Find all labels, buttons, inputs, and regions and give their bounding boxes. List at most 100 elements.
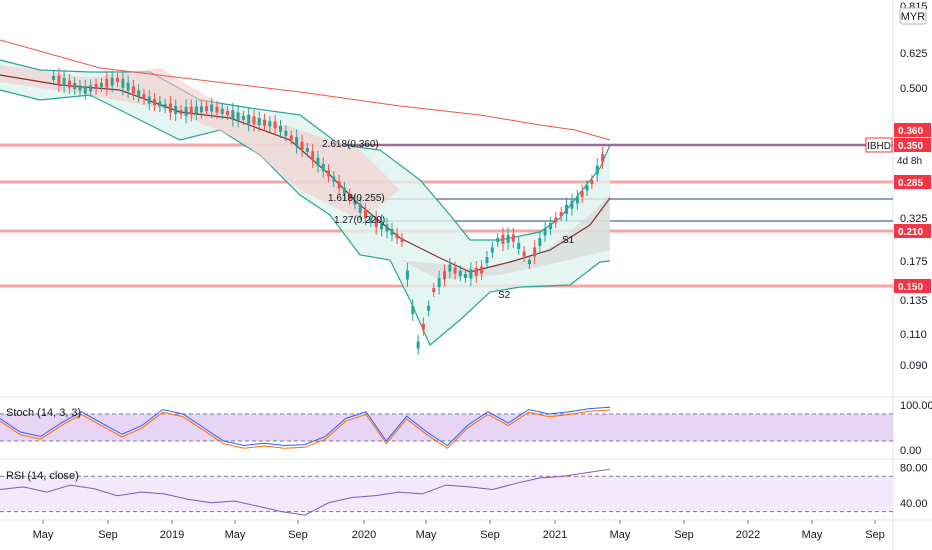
candle-body [332, 176, 336, 182]
candle-body [131, 86, 135, 94]
pivot-label-s2: S2 [498, 290, 511, 301]
candle-body [437, 278, 441, 288]
candle-body [78, 85, 82, 91]
level-badge-label: 0.150 [898, 282, 923, 293]
candle-body [364, 210, 368, 219]
pivot-label-s1: S1 [562, 235, 575, 246]
cloud-bearish [0, 65, 400, 220]
moving-average-200 [0, 39, 611, 141]
candle-body [226, 111, 230, 115]
level-badge-label: 0.360 [898, 126, 923, 137]
candle-body [517, 243, 521, 249]
stoch-k-line [0, 406, 611, 447]
candle-body [99, 83, 103, 87]
candle-body [595, 165, 599, 175]
candle-body [300, 141, 304, 150]
candle-body [194, 106, 198, 114]
stoch-band [0, 414, 893, 441]
time-tick-label: Sep [674, 529, 694, 541]
candle-body [257, 118, 261, 125]
candle-body [522, 251, 526, 257]
candle-body [137, 90, 141, 97]
candle-body [284, 130, 288, 136]
symbol-badge [865, 137, 893, 153]
candle-body [295, 137, 299, 147]
fib-label: 1.27(0.220) [334, 215, 385, 226]
candle-body [342, 187, 346, 194]
candle-body [390, 229, 394, 235]
time-tick-label: 2022 [736, 529, 760, 541]
candle-body [252, 116, 256, 125]
candle-body [57, 75, 61, 85]
candle-body [490, 247, 494, 253]
candle-body [601, 154, 605, 162]
candle-body [311, 151, 315, 161]
fib-label: 2.618(0.360) [322, 139, 379, 150]
candle-body [501, 234, 505, 244]
candle-body [184, 106, 188, 116]
time-tick-label: May [610, 529, 631, 541]
level-badge [894, 224, 931, 238]
candle-body [163, 104, 167, 108]
time-tick-label: 2019 [160, 529, 184, 541]
candle-body [548, 223, 552, 229]
candle-body [565, 204, 569, 214]
rsi-title: RSI (14, close) [6, 470, 79, 482]
candle-body [358, 203, 362, 213]
cloud-bullish [400, 195, 610, 280]
candle-body [121, 78, 125, 88]
currency-label: MYR [901, 11, 926, 23]
candle-body [469, 269, 473, 279]
currency-box[interactable] [899, 7, 927, 25]
candle-body [263, 119, 267, 126]
rsi-tick-label: 80.00 [900, 462, 928, 474]
level-badge [894, 123, 931, 137]
candle-body [73, 83, 77, 89]
candle-body [94, 84, 98, 90]
candle-body [231, 110, 235, 120]
time-tick-label: Sep [288, 529, 308, 541]
rsi-band [0, 476, 893, 512]
time-tick-label: 2020 [352, 529, 376, 541]
candle-body [215, 106, 219, 113]
time-tick-label: May [416, 529, 437, 541]
candle-body [236, 112, 240, 121]
candle-body [289, 135, 293, 140]
candle-body [353, 200, 357, 205]
price-tick-label: 0.500 [900, 83, 928, 95]
candle-body [321, 164, 325, 171]
fib-label: 1.618(0.255) [328, 193, 385, 204]
level-badge [894, 279, 931, 293]
candle-body [453, 267, 457, 274]
stoch-d-line [0, 409, 611, 449]
candle-body [474, 268, 478, 276]
time-tick-label: May [225, 529, 246, 541]
price-tick-label: 0.090 [900, 360, 928, 372]
candle-body [247, 114, 251, 124]
candle-body [421, 323, 425, 330]
candle-body [327, 170, 331, 177]
time-tick-label: May [33, 529, 54, 541]
candle-body [153, 99, 157, 105]
candle-body [189, 106, 193, 115]
level-badge-label: 0.210 [898, 227, 923, 238]
stoch-title: Stoch (14, 3, 3) [6, 407, 81, 419]
candle-body [554, 217, 558, 223]
level-badge-label: 0.350 [898, 141, 923, 152]
level-badge [894, 138, 931, 152]
candle-body [279, 126, 283, 133]
price-tick-label: 0.110 [900, 329, 927, 341]
candle-body [427, 305, 431, 311]
time-tick-label: May [802, 529, 823, 541]
candle-body [458, 270, 462, 276]
candle-body [62, 78, 66, 86]
rsi-tick-label: 40.00 [900, 498, 928, 510]
candle-body [580, 191, 584, 197]
time-tick-label: Sep [98, 529, 118, 541]
level-badge [894, 175, 931, 189]
level-badge-label: 0.285 [898, 178, 923, 189]
symbol-badge-label: IBHD [867, 141, 891, 152]
time-tick-label: Sep [865, 529, 885, 541]
candle-body [268, 121, 272, 127]
